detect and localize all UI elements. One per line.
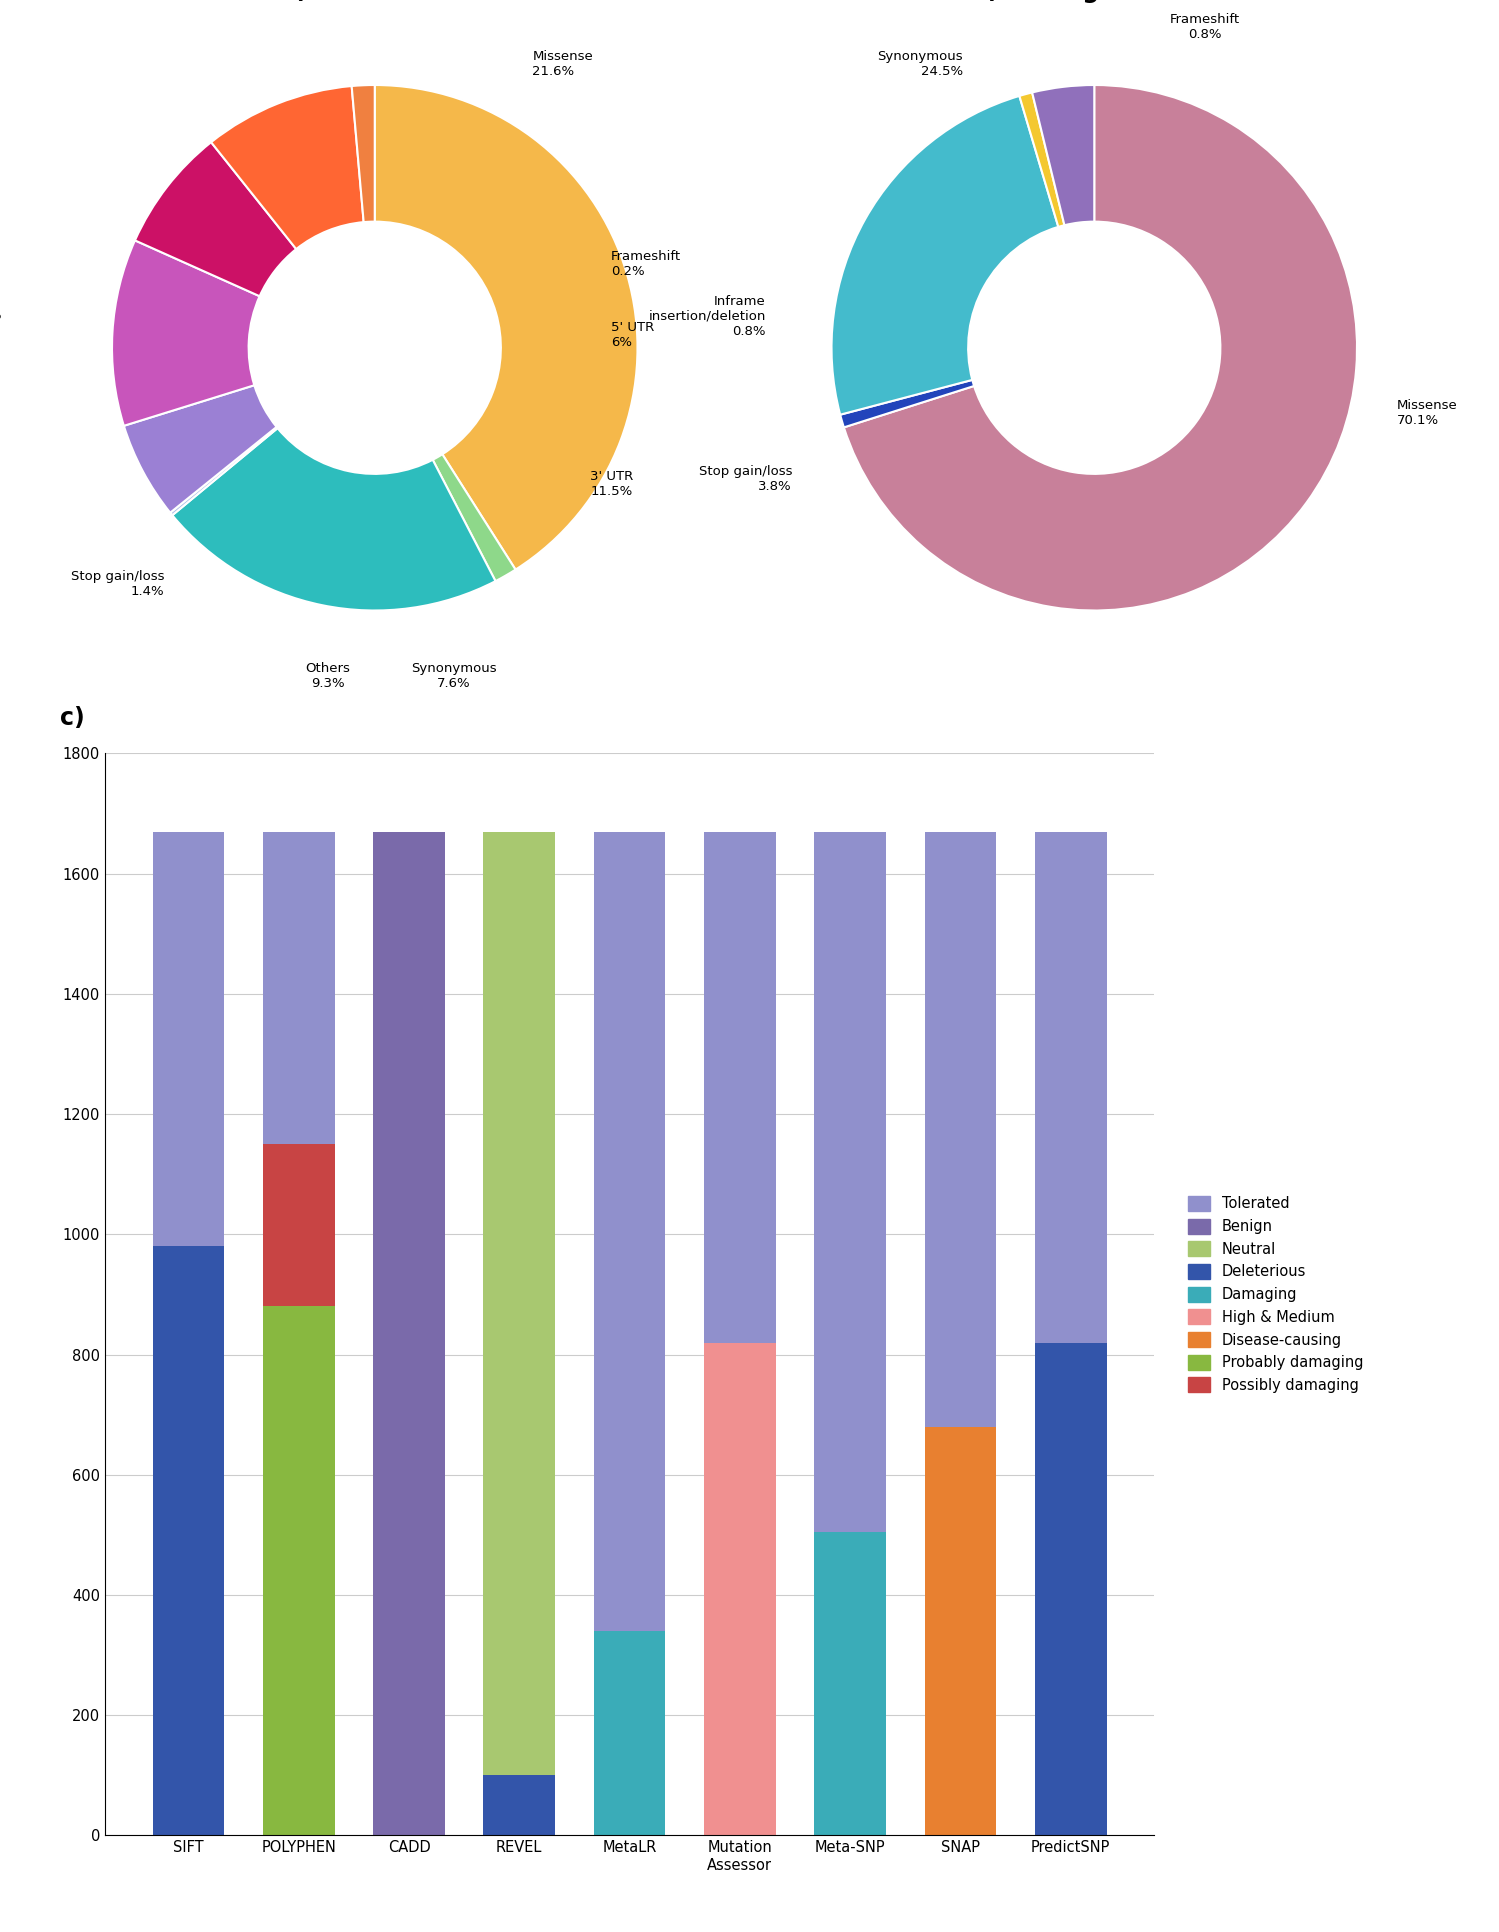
Text: Synonymous
24.5%: Synonymous 24.5% bbox=[877, 50, 962, 77]
Bar bbox=[705, 1343, 775, 1835]
Wedge shape bbox=[112, 240, 259, 425]
Text: Inframe
insertion/deletion
0.8%: Inframe insertion/deletion 0.8% bbox=[649, 296, 766, 338]
Wedge shape bbox=[211, 87, 364, 249]
Text: Frameshift
0.8%: Frameshift 0.8% bbox=[1169, 14, 1240, 41]
Wedge shape bbox=[171, 427, 277, 516]
Text: 3' UTR
11.5%: 3' UTR 11.5% bbox=[591, 469, 634, 498]
Bar bbox=[925, 1426, 997, 1835]
Bar bbox=[1034, 1343, 1106, 1835]
Text: Others
9.3%: Others 9.3% bbox=[304, 663, 349, 690]
Wedge shape bbox=[352, 85, 375, 222]
Text: Synonymous
7.6%: Synonymous 7.6% bbox=[411, 663, 496, 690]
Text: Stop gain/loss
3.8%: Stop gain/loss 3.8% bbox=[699, 466, 791, 493]
Text: 5' UTR
6%: 5' UTR 6% bbox=[612, 321, 655, 348]
Bar bbox=[262, 1306, 334, 1835]
Wedge shape bbox=[1033, 85, 1094, 226]
Bar bbox=[373, 831, 445, 1835]
Text: Missense
21.6%: Missense 21.6% bbox=[532, 50, 594, 77]
Wedge shape bbox=[839, 381, 974, 427]
Bar bbox=[594, 1631, 666, 1835]
Bar bbox=[262, 831, 334, 1144]
Bar bbox=[705, 831, 775, 1343]
Text: Frameshift
0.2%: Frameshift 0.2% bbox=[612, 249, 682, 278]
Bar bbox=[153, 831, 225, 1246]
Text: Stop gain/loss
1.4%: Stop gain/loss 1.4% bbox=[70, 570, 165, 599]
Text: Intronic
41%: Intronic 41% bbox=[0, 294, 1, 323]
Title: a) All variants: a) All variants bbox=[282, 0, 468, 4]
Wedge shape bbox=[124, 384, 277, 512]
Wedge shape bbox=[135, 143, 297, 296]
Bar bbox=[814, 831, 886, 1532]
Bar bbox=[814, 1532, 886, 1835]
Legend: Tolerated, Benign, Neutral, Deleterious, Damaging, High & Medium, Disease-causin: Tolerated, Benign, Neutral, Deleterious,… bbox=[1183, 1190, 1369, 1399]
Bar bbox=[594, 831, 666, 1631]
Wedge shape bbox=[1019, 93, 1064, 226]
Title: b) Coding variants: b) Coding variants bbox=[971, 0, 1217, 4]
Bar bbox=[1034, 831, 1106, 1343]
Wedge shape bbox=[433, 454, 516, 582]
Wedge shape bbox=[832, 97, 1058, 415]
Bar bbox=[262, 1144, 334, 1306]
Bar bbox=[484, 831, 555, 1776]
Text: c): c) bbox=[60, 705, 85, 730]
Bar bbox=[484, 1776, 555, 1835]
Bar bbox=[925, 831, 997, 1426]
Bar bbox=[153, 1246, 225, 1835]
Wedge shape bbox=[375, 85, 637, 570]
Wedge shape bbox=[844, 85, 1357, 611]
Wedge shape bbox=[172, 429, 496, 611]
Text: Missense
70.1%: Missense 70.1% bbox=[1397, 400, 1457, 427]
